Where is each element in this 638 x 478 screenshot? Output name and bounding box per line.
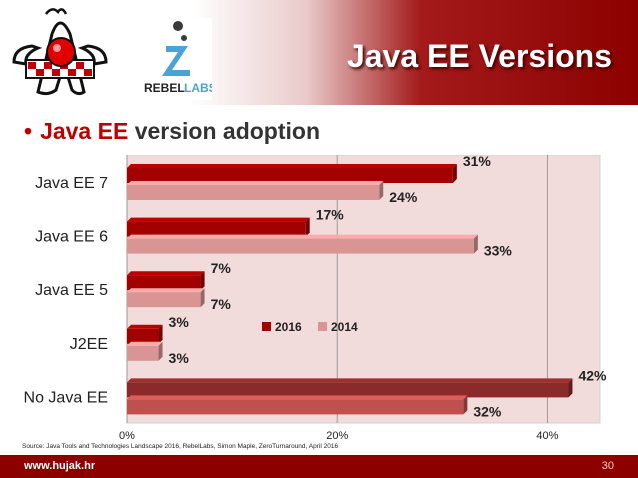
- bar-top-face: [127, 288, 205, 293]
- legend-label: 2014: [331, 320, 358, 334]
- bar-side-face: [305, 217, 310, 237]
- footer-url: www.hujak.hr: [24, 460, 96, 472]
- bar-2014: [127, 181, 384, 200]
- x-tick-labels: 0% 20% 40%: [119, 430, 559, 442]
- data-label: 3%: [169, 350, 190, 366]
- bar-side-face: [158, 341, 163, 361]
- category-label: No Java EE: [24, 389, 108, 406]
- bar-2016: [127, 378, 573, 398]
- bar-2016: [127, 217, 310, 237]
- bullet-point: • Java EE version adoption: [24, 118, 320, 145]
- bar-top-face: [127, 395, 468, 400]
- bar-top-face: [127, 217, 310, 222]
- data-label: 42%: [578, 367, 607, 383]
- footer-bar: www.hujak.hr 30: [0, 455, 638, 478]
- header-banner: REBEL LABS Java EE Versions: [0, 0, 638, 105]
- bar-front-face: [127, 185, 380, 200]
- category-label: Java EE 6: [35, 229, 108, 246]
- bar-2014: [127, 288, 205, 308]
- bar-front-face: [127, 275, 201, 291]
- data-label: 3%: [169, 314, 190, 330]
- legend-label: 2016: [275, 320, 302, 334]
- category-label: Java EE 7: [35, 175, 108, 192]
- bars: [127, 164, 573, 415]
- bar-side-face: [200, 271, 205, 291]
- legend: 2016 2014: [262, 320, 358, 334]
- value-labels: 31% 24% 17% 33% 7% 7% 3% 3% 42% 32%: [169, 155, 608, 419]
- bar-front-face: [127, 292, 201, 308]
- data-label: 17%: [316, 207, 345, 223]
- bar-side-face: [473, 234, 478, 254]
- data-label: 7%: [211, 260, 232, 276]
- data-label: 32%: [473, 403, 502, 419]
- data-label: 31%: [463, 155, 492, 169]
- rebel-text: REBEL: [144, 81, 185, 95]
- data-label: 33%: [484, 243, 513, 259]
- data-label: 24%: [389, 189, 418, 205]
- category-label: J2EE: [70, 336, 108, 353]
- bar-side-face: [568, 378, 573, 398]
- bar-front-face: [127, 399, 464, 415]
- bar-top-face: [127, 234, 478, 239]
- labs-text: LABS: [184, 81, 212, 95]
- x-tick-label: 0%: [119, 430, 135, 442]
- rebellabs-logo: REBEL LABS: [138, 18, 212, 100]
- bullet-accent: Java EE: [40, 118, 129, 144]
- bullet-dot-icon: •: [24, 118, 33, 144]
- page-number: 30: [601, 460, 614, 472]
- bar-2016: [127, 271, 205, 291]
- bullet-text: version adoption: [128, 118, 320, 144]
- page-title: Java EE Versions: [346, 38, 612, 74]
- bar-chart: 31%24%17%33%7%7%3%3%42%32% Java EE 7Java…: [24, 155, 608, 442]
- bar-top-face: [127, 271, 205, 276]
- bar-front-face: [127, 345, 159, 361]
- bar-side-face: [200, 288, 205, 308]
- bar-front-face: [127, 328, 159, 344]
- bar-top-face: [127, 164, 457, 168]
- bar-2014: [127, 234, 478, 254]
- bar-2014: [127, 395, 468, 415]
- bar-front-face: [127, 168, 453, 183]
- bar-front-face: [127, 238, 474, 254]
- data-label: 7%: [211, 296, 232, 312]
- bar-top-face: [127, 341, 163, 346]
- bar-2014: [127, 341, 163, 361]
- category-label: Java EE 5: [35, 282, 108, 299]
- bar-side-face: [379, 181, 384, 200]
- x-tick-label: 20%: [326, 430, 348, 442]
- java-duke-logo: [12, 8, 108, 96]
- bar-2016: [127, 324, 163, 344]
- bar-top-face: [127, 378, 573, 383]
- category-labels: Java EE 7 Java EE 6 Java EE 5 J2EE No Java E…: [24, 175, 109, 406]
- source-note: Source: Java Tools and Technologies Land…: [22, 443, 339, 450]
- legend-swatch: [262, 322, 271, 331]
- bar-side-face: [158, 324, 163, 344]
- bar-top-face: [127, 324, 163, 329]
- bar-front-face: [127, 221, 306, 237]
- bar-side-face: [463, 395, 468, 415]
- bar-side-face: [452, 164, 457, 183]
- bar-front-face: [127, 382, 569, 398]
- bar-top-face: [127, 181, 384, 185]
- legend-swatch: [318, 322, 327, 331]
- x-tick-label: 40%: [536, 430, 558, 442]
- bar-2016: [127, 164, 457, 183]
